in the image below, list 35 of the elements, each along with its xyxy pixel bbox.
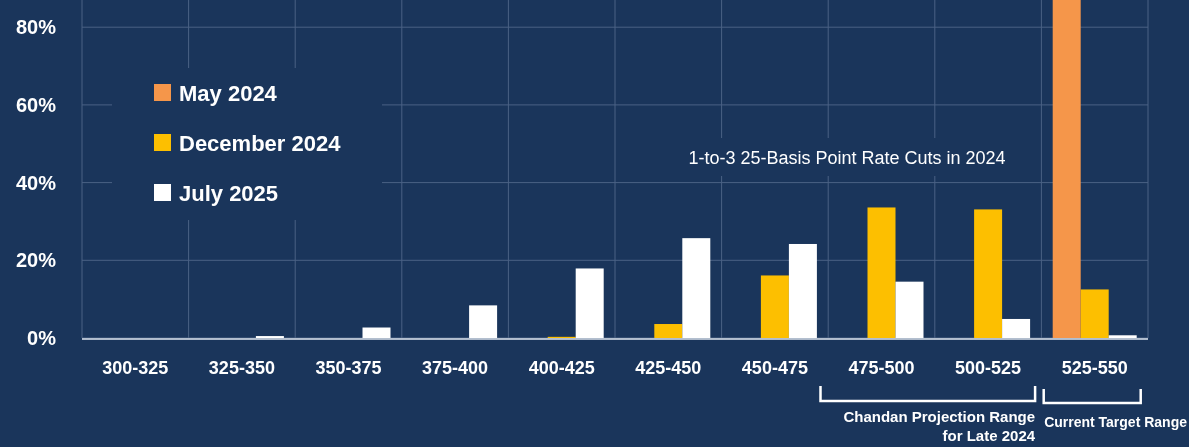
y-tick-label: 0%	[27, 327, 57, 349]
legend-label: May 2024	[179, 80, 278, 106]
bar	[575, 268, 604, 338]
bar	[1080, 289, 1109, 338]
x-tick-label: 450-475	[741, 358, 808, 378]
bar	[654, 324, 683, 338]
bar	[867, 207, 896, 338]
y-tick-label: 20%	[15, 249, 57, 272]
y-tick-label: 40%	[15, 171, 57, 194]
bar	[760, 275, 789, 338]
x-tick-label: 325-350	[208, 358, 275, 378]
bar	[682, 238, 711, 338]
x-tick-label: 500-525	[955, 358, 1022, 378]
bar	[788, 243, 817, 338]
legend-label: July 2025	[179, 180, 279, 206]
bar	[469, 305, 498, 338]
x-tick-label: 350-375	[315, 358, 382, 378]
y-tick-label: 60%	[15, 93, 57, 116]
bar	[1002, 318, 1031, 338]
text: Current Target Range	[1044, 414, 1188, 430]
x-tick-label: 375-400	[422, 358, 489, 378]
bar	[1052, 0, 1081, 338]
x-tick-label: 475-500	[848, 358, 915, 378]
x-tick-label: 400-425	[528, 358, 595, 378]
bar	[895, 281, 924, 338]
legend-label: December 2024	[179, 130, 342, 156]
bar	[1108, 335, 1137, 338]
x-tick-label: 425-450	[635, 358, 702, 378]
y-tick-label: 80%	[15, 16, 57, 39]
x-tick-label: 300-325	[102, 358, 169, 378]
text: Chandan Projection Range for Late 2024	[843, 408, 1036, 444]
x-tick-label: 525-550	[1061, 358, 1128, 378]
annotation: 1-to-3 25-Basis Point Rate Cuts in 2024	[688, 148, 1006, 168]
bar	[362, 327, 391, 338]
bar	[974, 209, 1003, 338]
